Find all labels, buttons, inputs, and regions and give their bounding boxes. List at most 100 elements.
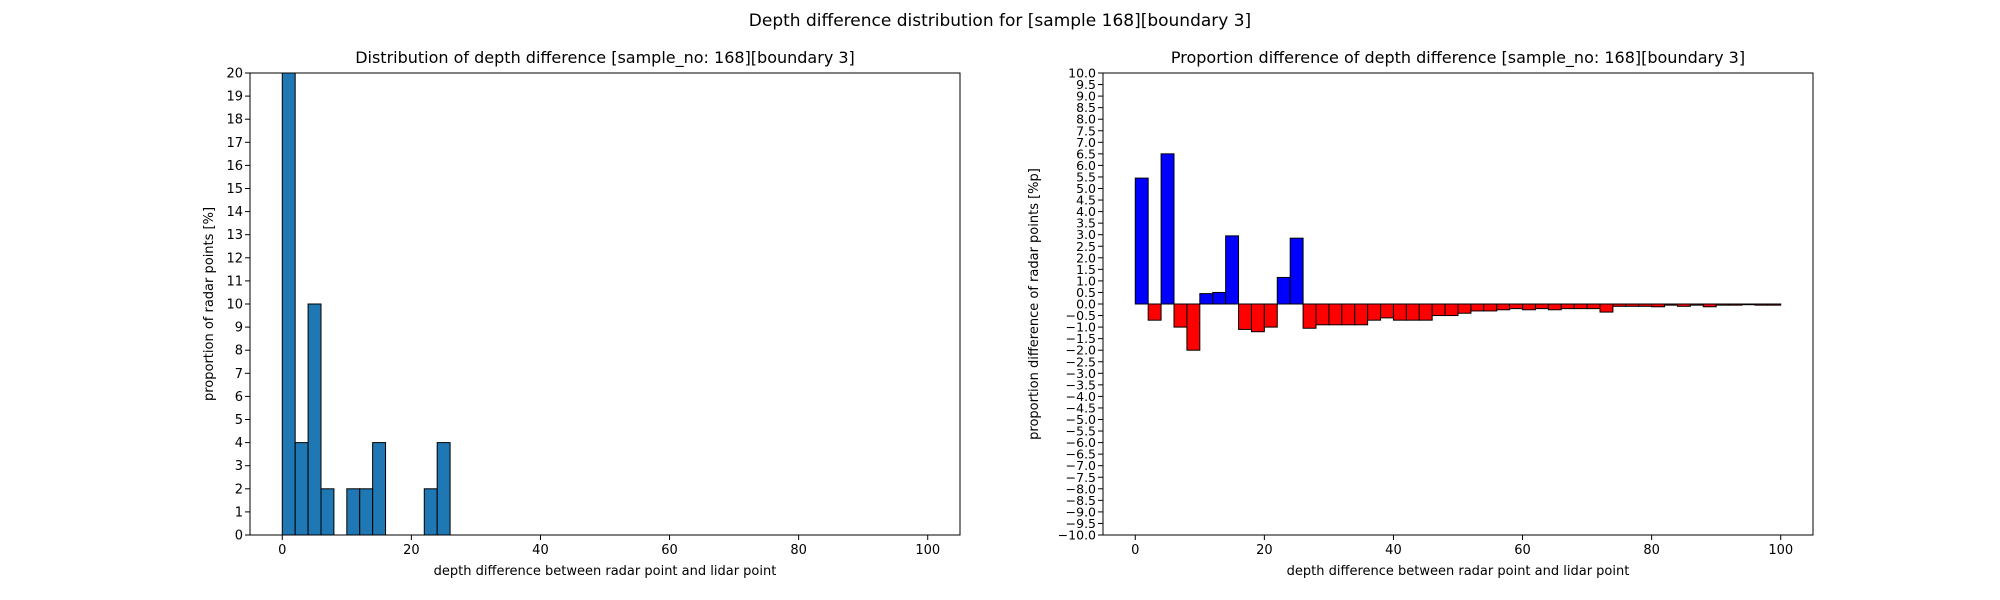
difference-bar: [1754, 303, 1769, 306]
difference-bar: [1173, 303, 1188, 328]
difference-bar: [1457, 303, 1472, 314]
difference-bar: [1676, 303, 1691, 307]
histogram-y-tick-label: 19: [226, 90, 243, 105]
difference-bar: [1702, 303, 1717, 308]
difference-bar: [1767, 303, 1782, 306]
histogram-bar: [346, 488, 361, 536]
difference-bar: [1134, 177, 1149, 305]
difference-y-tick-label: −2.0: [1066, 343, 1096, 358]
difference-bar: [1638, 303, 1653, 307]
difference-x-tick-label: 20: [1256, 543, 1273, 558]
histogram-bar: [423, 488, 438, 536]
difference-bar: [1573, 303, 1588, 310]
difference-y-tick-label: 0.5: [1076, 285, 1096, 300]
histogram-y-tick-label: 11: [226, 274, 243, 289]
difference-bar: [1599, 303, 1614, 313]
difference-bar: [1392, 303, 1407, 321]
difference-y-tick-label: −4.5: [1066, 400, 1096, 415]
difference-x-tick-label: 100: [1768, 543, 1793, 558]
histogram-y-tick-label: 10: [226, 298, 243, 313]
difference-xlabel: depth difference between radar point and…: [1287, 564, 1630, 579]
difference-bar: [1689, 303, 1704, 306]
histogram-y-tick-label: 15: [226, 182, 243, 197]
difference-y-tick-label: −10.0: [1058, 528, 1096, 543]
difference-bar: [1341, 303, 1356, 326]
difference-bar: [1728, 303, 1743, 306]
difference-y-tick-label: −7.0: [1066, 458, 1096, 473]
difference-y-tick-label: 9.5: [1076, 77, 1096, 92]
difference-bar: [1405, 303, 1420, 321]
difference-y-tick-label: 5.5: [1076, 169, 1096, 184]
difference-bar: [1212, 291, 1227, 305]
difference-y-tick-label: −7.5: [1066, 470, 1096, 485]
difference-chart: Proportion difference of depth differenc…: [1027, 48, 1814, 579]
difference-bar: [1560, 303, 1575, 310]
difference-x-tick-label: 80: [1643, 543, 1660, 558]
histogram-bar: [307, 303, 322, 536]
difference-y-tick-label: −9.0: [1066, 504, 1096, 519]
histogram-y-tick-label: 17: [226, 136, 243, 151]
difference-y-tick-label: 4.0: [1076, 204, 1096, 219]
difference-bar: [1664, 303, 1678, 306]
histogram-x-tick-label: 80: [790, 543, 807, 558]
difference-y-tick-label: −9.5: [1066, 516, 1096, 531]
difference-bar: [1534, 303, 1549, 310]
difference-y-tick-label: 4.5: [1076, 193, 1096, 208]
difference-y-tick-label: 6.5: [1076, 146, 1096, 161]
histogram-x-tick-label: 40: [532, 543, 549, 558]
histogram-plot-area: 0 20 40 60 80 1000123456789101112131415161718…: [226, 67, 961, 558]
histogram-y-tick-label: 14: [226, 205, 243, 220]
histogram-y-tick-label: 8: [235, 344, 243, 359]
difference-bar: [1418, 303, 1433, 321]
difference-bar: [1496, 303, 1511, 311]
difference-bar: [1547, 303, 1562, 311]
histogram-y-tick-label: 5: [235, 413, 243, 428]
histogram-xlabel: depth difference between radar point and…: [434, 564, 777, 579]
difference-bar: [1522, 303, 1536, 311]
difference-bar: [1431, 303, 1446, 317]
difference-bar: [1715, 303, 1730, 306]
difference-y-tick-label: −0.5: [1066, 308, 1096, 323]
histogram-bar: [281, 72, 296, 536]
difference-y-tick-label: 7.0: [1076, 135, 1096, 150]
histogram-y-tick-label: 7: [235, 367, 243, 382]
difference-y-tick-label: −5.0: [1066, 412, 1096, 427]
difference-y-tick-label: −4.0: [1066, 389, 1096, 404]
histogram-y-tick-label: 16: [226, 159, 243, 174]
difference-y-tick-label: −3.5: [1066, 377, 1096, 392]
difference-y-tick-label: 1.0: [1076, 273, 1096, 288]
histogram-bar: [294, 442, 309, 536]
histogram-y-tick-label: 9: [235, 321, 243, 336]
difference-bar: [1302, 303, 1317, 329]
histogram-bar: [359, 488, 374, 536]
difference-y-tick-label: 8.0: [1076, 112, 1096, 127]
difference-y-tick-label: −2.5: [1066, 354, 1096, 369]
difference-x-tick-label: 40: [1385, 543, 1402, 558]
histogram-x-tick-label: 0: [278, 543, 286, 558]
histogram-y-tick-label: 1: [235, 505, 243, 520]
histogram-bar: [372, 442, 387, 536]
histogram-chart: Distribution of depth difference [sample…: [202, 48, 961, 579]
difference-bar: [1289, 237, 1304, 305]
histogram-ylabel: proportion of radar points [%]: [202, 207, 217, 401]
difference-bar: [1483, 303, 1498, 312]
difference-y-tick-label: 2.0: [1076, 250, 1096, 265]
difference-bar: [1160, 153, 1175, 305]
difference-bar: [1199, 293, 1214, 305]
histogram-bar: [320, 488, 335, 536]
difference-y-tick-label: 5.0: [1076, 181, 1096, 196]
difference-y-tick-label: −8.0: [1066, 481, 1096, 496]
difference-y-tick-label: 10.0: [1068, 66, 1096, 81]
histogram-title: Distribution of depth difference [sample…: [355, 48, 855, 68]
difference-bar: [1625, 303, 1640, 307]
histogram-y-tick-label: 3: [235, 459, 243, 474]
difference-x-tick-label: 60: [1514, 543, 1531, 558]
difference-y-tick-label: 7.5: [1076, 123, 1096, 138]
histogram-y-tick-label: 6: [235, 390, 243, 405]
difference-bar: [1225, 235, 1240, 305]
histogram-y-tick-label: 2: [235, 482, 243, 497]
histogram-y-tick-label: 4: [235, 436, 243, 451]
difference-y-tick-label: 3.5: [1076, 216, 1096, 231]
difference-y-tick-label: 0.0: [1076, 297, 1096, 312]
